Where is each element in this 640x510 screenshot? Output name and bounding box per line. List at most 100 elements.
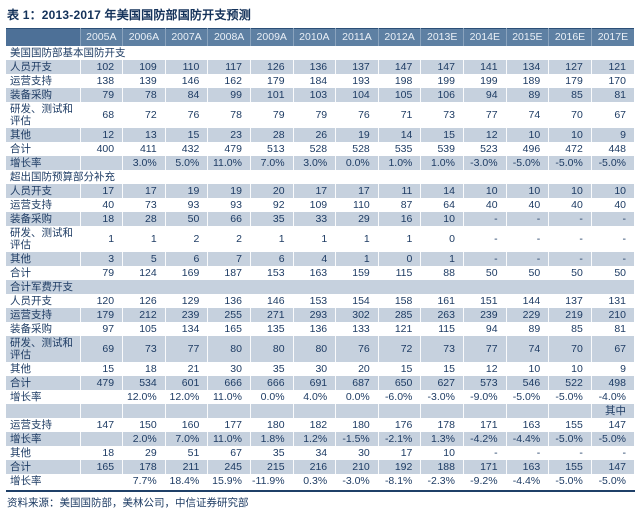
data-cell: 76	[164, 102, 208, 128]
data-cell: 180	[335, 418, 379, 432]
data-cell: 28	[249, 128, 294, 142]
data-cell: 162	[207, 74, 251, 88]
data-cell: 1	[292, 226, 336, 252]
data-cell: 1	[420, 252, 464, 266]
data-cell: 154	[335, 294, 379, 308]
row-label: 运营支持	[10, 75, 52, 87]
data-cell: 146	[249, 294, 294, 308]
data-cell: 29	[335, 212, 379, 226]
data-cell: 513	[249, 142, 294, 156]
data-cell: 666	[249, 376, 294, 390]
data-cell: 0	[377, 252, 421, 266]
defense-spending-table: 2005A 2006A 2007A 2008A 2009A 2010A 2011A 2012A…	[6, 28, 634, 488]
data-cell: 131	[590, 294, 634, 308]
data-cell: 66	[207, 212, 251, 226]
data-cell: -5.0%	[590, 432, 634, 446]
data-cell: 691	[292, 376, 336, 390]
data-cell	[335, 404, 379, 418]
data-cell: 15.9%	[207, 474, 251, 488]
data-cell: 179	[249, 74, 294, 88]
data-cell: 182	[292, 418, 336, 432]
data-cell: 77	[462, 102, 507, 128]
data-cell: 129	[164, 294, 208, 308]
data-cell: -	[505, 226, 549, 252]
data-cell: 184	[292, 74, 336, 88]
year-column-header: 2009A	[249, 28, 294, 46]
data-cell: 79	[79, 88, 123, 102]
data-cell: 84	[164, 88, 208, 102]
data-cell: 77	[164, 336, 208, 362]
data-cell: -5.0%	[548, 432, 592, 446]
data-cell: 79	[249, 102, 294, 128]
data-cell: 141	[462, 60, 507, 74]
data-cell: 73	[122, 198, 166, 212]
data-cell: 11.0%	[207, 390, 251, 404]
data-cell: 14	[420, 184, 464, 198]
data-cell: 285	[377, 308, 421, 322]
data-cell: -9.2%	[462, 474, 507, 488]
data-cell: 15	[377, 362, 421, 376]
data-cell	[292, 404, 336, 418]
row-label	[6, 404, 80, 418]
data-cell: 523	[462, 142, 507, 156]
data-cell: 17	[335, 184, 379, 198]
data-cell: 12	[462, 362, 507, 376]
data-cell: 12	[79, 128, 123, 142]
row-label: 其他	[6, 128, 80, 142]
data-cell: 198	[377, 74, 421, 88]
data-cell: 104	[335, 88, 379, 102]
data-cell: 14	[377, 128, 421, 142]
data-cell: 147	[79, 418, 123, 432]
data-cell: 15	[420, 362, 464, 376]
data-cell: 40	[548, 198, 592, 212]
table-header: 2005A 2006A 2007A 2008A 2009A 2010A 2011A 2012A…	[6, 28, 634, 46]
data-cell: 93	[164, 198, 208, 212]
data-cell: 11.0%	[207, 432, 251, 446]
table-body: 美国国防部基本国防开支 人员开支 102 109 110 117 126 136 137 147 1…	[6, 46, 634, 488]
table-row: 研发、测试和评估 1 1 2 2 1 1 1 1 0- - - -	[6, 226, 634, 252]
data-cell: 189	[505, 74, 549, 88]
data-cell: 40	[590, 198, 634, 212]
annotation-label: 其中	[590, 404, 634, 418]
data-cell: 193	[335, 74, 379, 88]
data-cell: 302	[335, 308, 379, 322]
annotation-row: 其中	[6, 404, 634, 418]
data-cell: -	[462, 226, 507, 252]
data-cell: 1	[122, 226, 166, 252]
table-row: 合计 165 178 211 245 215 216 210 192 188 171 163 155 14…	[6, 460, 634, 474]
data-cell: 546	[505, 376, 549, 390]
data-cell: 10	[462, 184, 507, 198]
data-cell: 180	[249, 418, 294, 432]
data-cell: 35	[249, 362, 294, 376]
data-cell: 155	[548, 460, 592, 474]
data-cell: 535	[377, 142, 421, 156]
data-cell: -6.0%	[377, 390, 421, 404]
data-cell: 74	[505, 102, 549, 128]
data-cell: 479	[79, 376, 123, 390]
data-cell: 150	[122, 418, 166, 432]
data-cell: 138	[79, 74, 123, 88]
data-cell: 153	[249, 266, 294, 280]
table-row: 增长率 12.0% 12.0% 11.0% 0.0% 4.0% 0.0% -6.0% -3.0%…	[6, 390, 634, 404]
data-cell: 69	[79, 336, 123, 362]
data-cell: -5.0%	[590, 156, 634, 170]
data-cell: -	[462, 212, 507, 226]
table-row: 运营支持 147 150 160 177 180 182 180 176 178 171 163 155…	[6, 418, 634, 432]
table-row: 装备采购 18 28 50 66 35 33 29 16 10- - - -	[6, 212, 634, 226]
data-cell: 432	[164, 142, 208, 156]
data-cell	[122, 404, 166, 418]
data-cell: 50	[505, 266, 549, 280]
data-cell: 212	[122, 308, 166, 322]
data-cell: 17	[79, 184, 123, 198]
data-cell: 147	[590, 418, 634, 432]
data-cell: 120	[79, 294, 123, 308]
data-cell: 85	[548, 88, 592, 102]
year-column-header: 2012A	[377, 28, 421, 46]
data-cell: 3.0%	[122, 156, 166, 170]
data-cell: 10	[420, 446, 464, 460]
data-cell: 12.0%	[164, 390, 208, 404]
data-cell: 115	[420, 322, 464, 336]
data-cell: 51	[164, 446, 208, 460]
data-cell: 10	[590, 184, 634, 198]
